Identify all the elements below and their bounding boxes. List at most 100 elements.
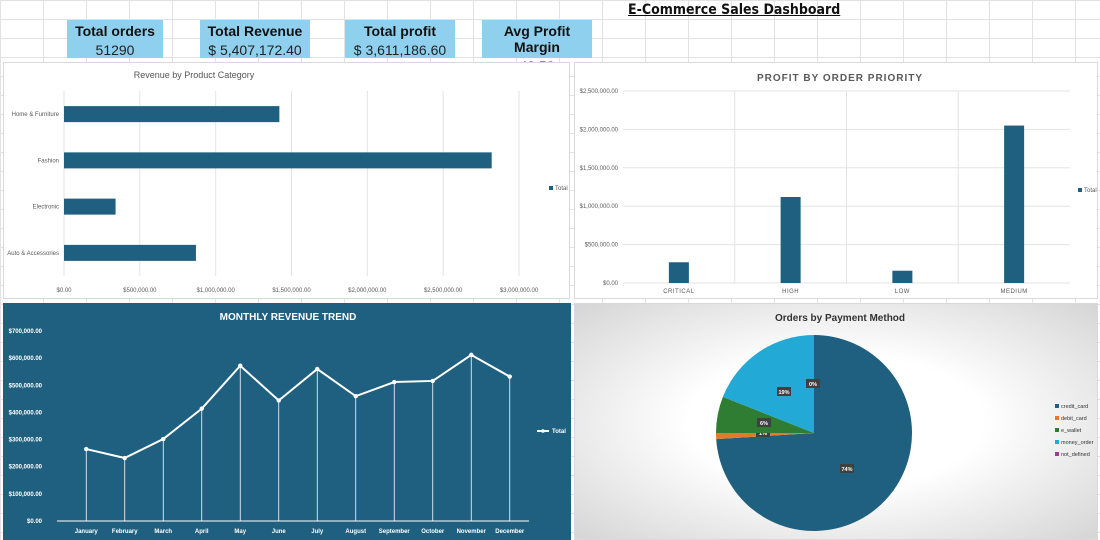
y-tick-label: $2,000,000.00 <box>580 127 619 133</box>
kpi-avg-profit-margin[interactable]: Avg Profit Margin 42.53 <box>482 20 592 74</box>
x-tick-label: March <box>154 529 172 535</box>
x-tick-label: June <box>272 529 287 535</box>
data-label-bg <box>777 387 791 396</box>
legend-swatch <box>1078 188 1082 192</box>
dashboard-title: E-Commerce Sales Dashboard <box>628 2 841 18</box>
data-point <box>122 455 127 461</box>
kpi-value: $ 3,611,186.60 <box>353 42 447 58</box>
y-tick-label: $200,000.00 <box>9 465 43 471</box>
x-tick-label: November <box>457 529 487 535</box>
pie-slice <box>716 335 912 531</box>
bar <box>64 106 280 123</box>
legend-label: debit_card <box>1061 416 1087 422</box>
data-point <box>199 406 204 411</box>
chart-title: MONTHLY REVENUE TREND <box>220 312 357 323</box>
data-point <box>315 366 320 372</box>
chart-title: Orders by Payment Method <box>775 313 905 324</box>
legend-label: money_order <box>1061 440 1094 446</box>
y-tick-label: $2,500,000.00 <box>580 89 619 95</box>
data-point <box>392 379 397 385</box>
x-tick-label: LOW <box>895 289 910 295</box>
x-tick-label: CRITICAL <box>663 289 695 295</box>
y-tick-label: $500,000.00 <box>9 383 43 389</box>
kpi-total-orders[interactable]: Total orders 51290 <box>67 20 163 58</box>
profit-by-priority-chart: PROFIT BY ORDER PRIORITY $0.00 $500,000.0… <box>580 73 1097 295</box>
revenue-by-category-chart: Revenue by Product Category $0.00 $500,00… <box>7 70 568 294</box>
legend-swatch <box>1055 416 1059 420</box>
chart-title: Revenue by Product Category <box>134 70 255 80</box>
x-tick-label: September <box>379 529 411 535</box>
x-tick-label: October <box>421 529 445 535</box>
y-tick-label: $600,000.00 <box>9 356 43 362</box>
kpi-total-profit[interactable]: Total profit $ 3,611,186.60 <box>345 20 455 58</box>
data-point <box>238 363 243 368</box>
y-tick-label: $100,000.00 <box>9 492 43 498</box>
legend-label: e_wallet <box>1061 428 1082 434</box>
data-label-bg <box>840 464 854 473</box>
monthly-revenue-panel[interactable]: MONTHLY REVENUE TREND $0.00 $100,000.00 $2… <box>3 303 571 540</box>
y-tick-label: Electronic <box>33 205 59 211</box>
data-point <box>353 393 358 399</box>
y-tick-label: $500,000.00 <box>585 243 619 249</box>
x-tick-label: $2,000,000.00 <box>348 288 387 294</box>
x-tick-label: $1,000,000.00 <box>196 288 235 294</box>
x-tick-label: August <box>345 529 366 535</box>
kpi-label: Avg Profit Margin <box>503 23 571 55</box>
bar <box>668 262 689 283</box>
legend-swatch <box>1055 428 1059 432</box>
data-point <box>507 374 512 379</box>
legend-swatch <box>1055 404 1059 408</box>
y-tick-label: $1,500,000.00 <box>580 166 619 172</box>
x-tick-label: April <box>195 529 209 535</box>
x-tick-label: May <box>234 529 246 535</box>
kpi-label: Total orders <box>75 23 155 39</box>
kpi-label: Total Revenue <box>207 23 303 39</box>
data-label: 74% <box>841 467 852 473</box>
monthly-revenue-chart: MONTHLY REVENUE TREND $0.00 $100,000.00 $2… <box>9 312 567 535</box>
kpi-label: Total profit <box>363 23 437 39</box>
data-label: 1% <box>759 431 767 437</box>
data-label: 0% <box>809 382 817 388</box>
data-point <box>430 378 435 384</box>
data-point <box>161 436 166 442</box>
legend-swatch <box>1055 440 1059 444</box>
orders-by-payment-panel[interactable]: Orders by Payment Method 74% 1% 6% 19% 0% cre… <box>574 303 1098 540</box>
legend-label: Total <box>1084 188 1097 194</box>
kpi-value: 51290 <box>95 42 135 58</box>
bar <box>1004 125 1025 283</box>
x-tick-label: HIGH <box>782 289 799 295</box>
y-tick-label: Home & Furniture <box>12 112 60 118</box>
legend-label: Total <box>552 429 566 435</box>
x-tick-label: $2,500,000.00 <box>424 288 463 294</box>
revenue-by-category-panel[interactable]: Revenue by Product Category $0.00 $500,00… <box>3 62 570 299</box>
x-tick-label: July <box>311 529 324 535</box>
x-tick-label: $500,000.00 <box>123 288 157 294</box>
legend-label: credit_card <box>1061 404 1088 410</box>
kpi-total-revenue[interactable]: Total Revenue $ 5,407,172.40 <box>200 20 310 58</box>
profit-by-priority-panel[interactable]: PROFIT BY ORDER PRIORITY $0.00 $500,000.0… <box>574 62 1098 299</box>
data-label: 19% <box>778 390 789 396</box>
pie-slice <box>722 335 814 433</box>
pie-slice <box>716 396 814 433</box>
bar <box>64 244 196 261</box>
bar <box>780 196 801 283</box>
legend-swatch <box>549 186 553 190</box>
y-tick-label: $0.00 <box>27 519 43 525</box>
data-point <box>84 446 89 452</box>
y-tick-label: Fashion <box>38 158 59 164</box>
legend-label: not_defined <box>1061 452 1090 458</box>
bar <box>892 270 913 283</box>
y-tick-label: $700,000.00 <box>9 329 43 335</box>
bar <box>64 198 116 215</box>
data-label: 6% <box>760 421 768 427</box>
x-tick-label: $3,000,000.00 <box>500 288 539 294</box>
y-tick-label: $300,000.00 <box>9 438 43 444</box>
data-label-bg <box>757 418 771 427</box>
x-tick-label: MEDIUM <box>1000 289 1027 295</box>
legend-label: Total <box>555 186 568 192</box>
data-label-bg <box>806 379 820 388</box>
y-tick-label: $0.00 <box>603 281 619 287</box>
series-line <box>86 353 511 460</box>
x-tick-label: January <box>75 529 99 535</box>
x-tick-label: $1,500,000.00 <box>272 288 311 294</box>
